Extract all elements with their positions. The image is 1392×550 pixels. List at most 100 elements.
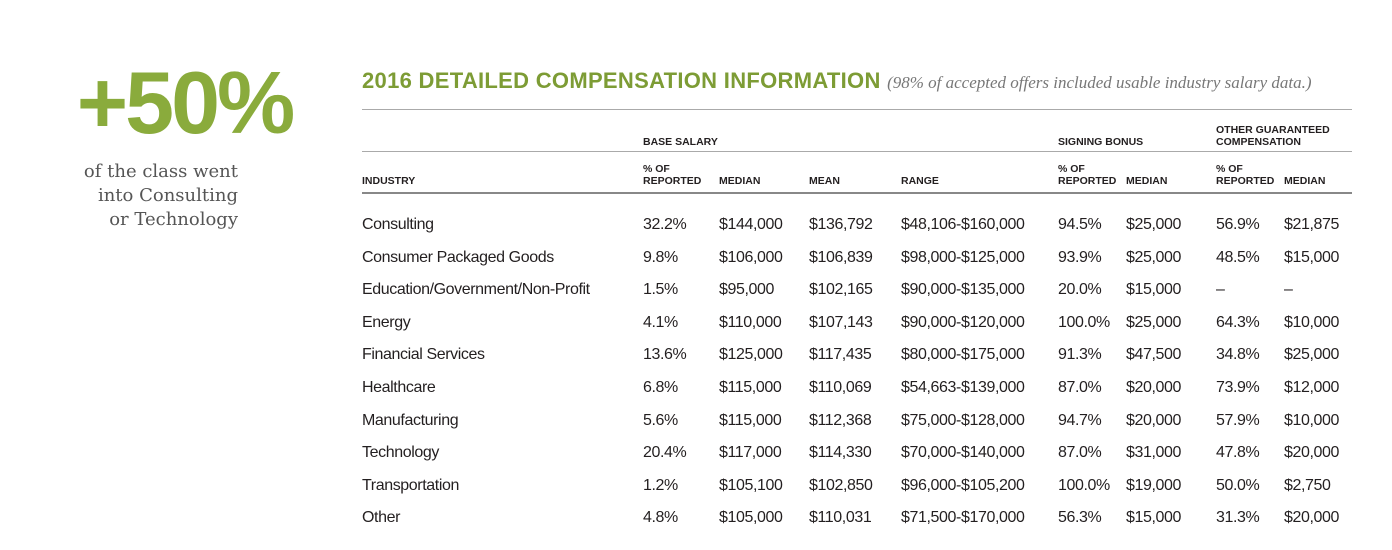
industry-cell: Transportation — [362, 476, 459, 494]
value-cell: $144,000 — [719, 216, 783, 233]
column-header: % OF REPORTED — [1058, 163, 1117, 187]
value-cell: $54,663-$139,000 — [901, 379, 1025, 396]
value-cell: $105,100 — [719, 476, 783, 494]
group-header: OTHER GUARANTEED COMPENSATION — [1216, 124, 1330, 148]
value-cell: 48.5% — [1216, 248, 1260, 266]
value-cell: $106,000 — [719, 248, 783, 266]
value-cell: $25,000 — [1284, 346, 1340, 364]
value-cell: $75,000-$128,000 — [901, 411, 1025, 429]
value-cell: $115,000 — [719, 379, 782, 396]
value-cell: 20.4% — [643, 444, 687, 462]
value-cell: 56.3% — [1058, 509, 1102, 527]
value-cell: $10,000 — [1284, 313, 1340, 331]
value-cell: $90,000-$135,000 — [901, 281, 1025, 299]
value-cell: $25,000 — [1126, 216, 1182, 233]
value-cell: $20,000 — [1126, 411, 1182, 429]
value-cell: 5.6% — [643, 411, 678, 429]
value-cell: 34.8% — [1216, 346, 1260, 364]
stat: +50% — [76, 53, 296, 152]
value-cell: $10,000 — [1284, 411, 1340, 429]
caption-line: or Technology — [109, 209, 238, 230]
industry-cell: Energy — [362, 313, 411, 331]
value-cell: – — [1284, 281, 1293, 299]
value-cell: 73.9% — [1216, 379, 1260, 396]
value-cell: $19,000 — [1126, 476, 1182, 494]
value-cell: 57.9% — [1216, 411, 1260, 429]
value-cell: $15,000 — [1284, 248, 1340, 266]
title-note: (98% of accepted offers included usable … — [887, 73, 1312, 92]
value-cell: 94.7% — [1058, 411, 1102, 429]
title-text: 2016 DETAILED COMPENSATION INFORMATION — [362, 68, 881, 93]
industry-cell: Other — [362, 509, 401, 527]
value-cell: $47,500 — [1126, 346, 1182, 364]
value-cell: 1.5% — [643, 281, 678, 299]
industry-cell: Financial Services — [362, 346, 485, 364]
caption-line: of the class went — [83, 161, 238, 182]
column-header: MEDIAN — [1126, 175, 1168, 187]
value-cell: $125,000 — [719, 346, 783, 364]
value-cell: $71,500-$170,000 — [901, 509, 1025, 527]
column-header: INDUSTRY — [362, 175, 416, 187]
value-cell: $20,000 — [1284, 444, 1340, 462]
value-cell: 87.0% — [1058, 444, 1102, 462]
value-cell: $102,850 — [809, 476, 873, 494]
rule — [362, 109, 1352, 110]
value-cell: $20,000 — [1126, 379, 1182, 396]
value-cell: $31,000 — [1126, 444, 1182, 462]
column-header: % OF REPORTED — [643, 163, 702, 187]
value-cell: 32.2% — [643, 216, 687, 233]
value-cell: $110,031 — [809, 509, 872, 527]
value-cell: 13.6% — [643, 346, 687, 364]
value-cell: $25,000 — [1126, 313, 1182, 331]
value-cell: $20,000 — [1284, 509, 1340, 527]
value-cell: $114,330 — [809, 444, 872, 462]
value-cell: $115,000 — [719, 411, 782, 429]
value-cell: $96,000-$105,200 — [901, 476, 1025, 494]
value-cell: 100.0% — [1058, 476, 1110, 494]
value-cell: 64.3% — [1216, 313, 1260, 331]
value-cell: $107,143 — [809, 313, 873, 331]
value-cell: $25,000 — [1126, 248, 1182, 266]
value-cell: $102,165 — [809, 281, 873, 299]
industry-cell: Consumer Packaged Goods — [362, 248, 554, 266]
value-cell: $15,000 — [1126, 281, 1182, 299]
value-cell: $80,000-$175,000 — [901, 346, 1025, 364]
value-cell: $15,000 — [1126, 509, 1182, 527]
value-cell: $48,106-$160,000 — [901, 216, 1025, 233]
value-cell: $105,000 — [719, 509, 783, 527]
industry-cell: Technology — [362, 444, 439, 462]
value-cell: $112,368 — [809, 411, 872, 429]
value-cell: 4.1% — [643, 313, 678, 331]
rule — [362, 192, 1352, 194]
column-header: % OF REPORTED — [1216, 163, 1275, 187]
value-cell: 91.3% — [1058, 346, 1102, 364]
stat-caption: of the class went into Consulting or Techn… — [30, 160, 238, 232]
value-cell: $110,000 — [719, 313, 782, 331]
industry-cell: Consulting — [362, 216, 434, 233]
value-cell: 50.0% — [1216, 476, 1260, 494]
value-cell: $136,792 — [809, 216, 873, 233]
rule — [362, 151, 1352, 152]
column-header: MEDIAN — [1284, 175, 1326, 187]
value-cell: 20.0% — [1058, 281, 1102, 299]
value-cell: $12,000 — [1284, 379, 1340, 396]
group-header: SIGNING BONUS — [1058, 136, 1144, 148]
column-header: MEDIAN — [719, 175, 761, 187]
value-cell: $21,875 — [1284, 216, 1340, 233]
value-cell: 94.5% — [1058, 216, 1102, 233]
value-cell: 1.2% — [643, 476, 678, 494]
industry-cell: Education/Government/Non-Profit — [362, 281, 590, 299]
value-cell: $117,435 — [809, 346, 872, 364]
table-title: 2016 DETAILED COMPENSATION INFORMATION (… — [362, 68, 1312, 94]
value-cell: 100.0% — [1058, 313, 1110, 331]
value-cell: $95,000 — [719, 281, 775, 299]
value-cell: 87.0% — [1058, 379, 1102, 396]
value-cell: 31.3% — [1216, 509, 1260, 527]
value-cell: $70,000-$140,000 — [901, 444, 1025, 462]
value-cell: – — [1216, 281, 1225, 299]
value-cell: 93.9% — [1058, 248, 1102, 266]
value-cell: $106,839 — [809, 248, 873, 266]
value-cell: 6.8% — [643, 379, 678, 396]
value-cell: 4.8% — [643, 509, 678, 527]
